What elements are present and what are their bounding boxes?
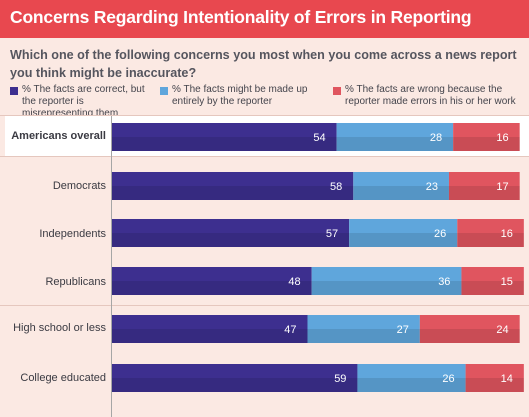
legend-swatch-misrepresenting (10, 87, 18, 95)
bar-high-school-or-less-errors: 24 (419, 315, 520, 343)
bar-high-school-or-less-made-up-value-label: 27 (397, 324, 409, 336)
bar-college-educated-made-up: 26 (357, 364, 466, 392)
bar-americans-overall-made-up: 28 (336, 123, 454, 151)
bar-high-school-or-less-errors-value-label: 24 (496, 324, 508, 336)
legend-divider (0, 115, 529, 116)
bar-high-school-or-less-misrepresenting: 47 (112, 315, 308, 343)
bar-americans-overall-errors: 16 (453, 123, 520, 151)
bar-independents-errors: 16 (457, 219, 524, 247)
bar-college-educated-misrepresenting: 59 (112, 364, 358, 392)
category-axis-line (111, 116, 112, 417)
legend-swatch-made-up (160, 87, 168, 95)
bar-college-educated-errors: 14 (465, 364, 524, 392)
title-bar: Concerns Regarding Intentionality of Err… (0, 0, 529, 38)
row-label-democrats: Democrats (52, 180, 106, 192)
bar-republicans-errors: 15 (461, 267, 524, 295)
bar-high-school-or-less-misrepresenting-value-label: 47 (284, 324, 296, 336)
bar-republicans-misrepresenting: 48 (112, 267, 312, 295)
bar-republicans-made-up: 36 (311, 267, 462, 295)
chart-title: Concerns Regarding Intentionality of Err… (10, 7, 472, 27)
bar-independents-made-up: 26 (349, 219, 458, 247)
survey-question: Which one of the following concerns you … (10, 48, 517, 80)
legend-label-misrepresenting: % The facts are correct, but the reporte… (22, 84, 145, 119)
legend-swatch-errors (333, 87, 341, 95)
bar-americans-overall-made-up-value-label: 28 (430, 132, 442, 144)
row-label-high-school: High school or less (13, 322, 106, 334)
bar-republicans-made-up-value-label: 36 (438, 276, 450, 288)
row-label-republicans: Republicans (45, 276, 106, 288)
bar-republicans-errors-value-label: 15 (501, 276, 513, 288)
bar-independents-misrepresenting: 57 (112, 219, 350, 247)
bar-democrats-errors-value-label: 17 (496, 181, 508, 193)
bar-independents-made-up-value-label: 26 (434, 228, 446, 240)
bar-democrats-misrepresenting: 58 (112, 172, 354, 200)
bar-republicans-misrepresenting-value-label: 48 (288, 276, 300, 288)
bar-americans-overall-misrepresenting: 54 (112, 123, 337, 151)
bar-democrats-misrepresenting-value-label: 58 (330, 181, 342, 193)
bar-democrats-made-up: 23 (353, 172, 449, 200)
bar-high-school-or-less-made-up: 27 (307, 315, 420, 343)
bar-college-educated-made-up-value-label: 26 (442, 373, 454, 385)
row-label-americans-overall: Americans overall (11, 130, 106, 142)
bar-democrats-errors: 17 (448, 172, 520, 200)
legend-label-errors: % The facts are wrong because the report… (345, 84, 516, 107)
bar-americans-overall-misrepresenting-value-label: 54 (313, 132, 325, 144)
legend-label-made-up: % The facts might be made up entirely by… (172, 84, 308, 107)
bar-independents-misrepresenting-value-label: 57 (326, 228, 338, 240)
bar-college-educated-errors-value-label: 14 (501, 373, 513, 385)
bar-democrats-made-up-value-label: 23 (426, 181, 438, 193)
overall-divider (0, 156, 529, 157)
bar-college-educated-misrepresenting-value-label: 59 (334, 373, 346, 385)
row-label-independents: Independents (39, 228, 106, 240)
bar-independents-errors-value-label: 16 (501, 228, 513, 240)
row-label-college: College educated (20, 372, 106, 384)
bar-americans-overall-errors-value-label: 16 (496, 132, 508, 144)
group-divider (0, 305, 529, 306)
